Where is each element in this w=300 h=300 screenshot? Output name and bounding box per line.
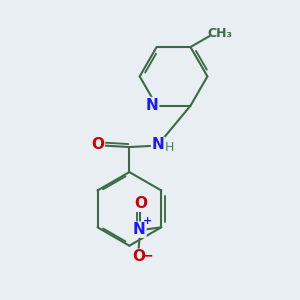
Text: O: O [134, 196, 147, 211]
Text: N: N [146, 98, 159, 112]
Text: CH₃: CH₃ [207, 27, 232, 40]
Text: −: − [142, 248, 153, 262]
Text: O: O [92, 137, 104, 152]
Text: N: N [133, 222, 146, 237]
Text: N: N [152, 137, 164, 152]
Text: O: O [133, 249, 146, 264]
Text: +: + [143, 216, 152, 226]
Text: H: H [165, 141, 174, 154]
